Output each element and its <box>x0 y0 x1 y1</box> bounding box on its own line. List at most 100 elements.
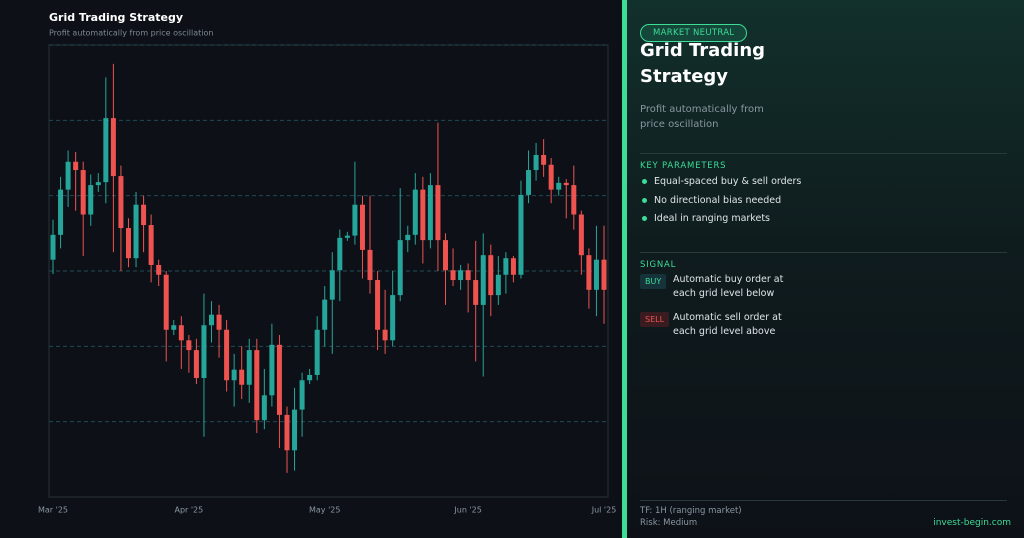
divider <box>640 500 1007 501</box>
candle-body <box>148 225 154 265</box>
signal-text: Automatic sell order at each grid level … <box>673 312 782 337</box>
divider <box>640 252 1007 253</box>
footer-text: Risk: Medium <box>640 518 698 528</box>
footer-text: TF: 1H (ranging market) <box>640 506 742 516</box>
candle-body <box>329 270 335 300</box>
chart: Grid Trading Strategy Profit automatical… <box>38 11 617 515</box>
candle-body <box>276 344 282 415</box>
param-text: Equal-spaced buy & sell orders <box>654 176 802 187</box>
candle-body <box>367 249 373 281</box>
candle-body <box>571 185 577 215</box>
candle-body <box>465 270 471 281</box>
candle-body <box>110 118 116 177</box>
candle-body <box>427 185 433 241</box>
candle-body <box>375 280 381 330</box>
candle-body <box>201 325 207 378</box>
x-tick-label: Apr '25 <box>174 506 203 515</box>
panel-subtitle: Profit automatically from price oscillat… <box>640 104 764 130</box>
candle-body <box>556 182 562 190</box>
candle-body <box>216 314 222 330</box>
candle-body <box>586 255 592 290</box>
sell-tag: SELL <box>640 312 670 327</box>
candle-body <box>239 369 245 385</box>
candle-body <box>495 274 501 296</box>
buy-tag: BUY <box>640 274 667 289</box>
candle-body <box>88 185 94 215</box>
candle-body <box>518 194 524 275</box>
x-tick-label: May '25 <box>309 506 340 515</box>
candle-body <box>171 325 177 330</box>
candle-body <box>473 280 479 305</box>
param-text: No directional bias needed <box>654 195 782 206</box>
candle-body <box>125 228 131 259</box>
candle-body <box>58 189 64 235</box>
brand: invest-begin.com <box>933 518 1011 528</box>
candle-body <box>420 189 426 241</box>
candle-body <box>344 235 350 238</box>
x-tick-label: Mar '25 <box>38 506 68 515</box>
candle-body <box>510 258 516 275</box>
signal-text: Automatic buy order at each grid level b… <box>673 274 784 299</box>
section-heading: KEY PARAMETERS <box>640 161 727 171</box>
param: Equal-spaced buy & sell orders <box>642 176 802 187</box>
candle-body <box>435 185 441 241</box>
plot-frame <box>48 44 609 498</box>
accent-bar <box>622 0 627 538</box>
panel-title: Grid Trading Strategy <box>640 40 766 87</box>
candle-body <box>178 325 184 341</box>
candle-body <box>314 329 320 375</box>
divider <box>640 153 1007 154</box>
candle-body <box>103 118 109 183</box>
section-heading: SIGNAL <box>640 260 677 270</box>
candle-body <box>284 414 290 451</box>
side-panel: MARKET NEUTRAL Grid Trading Strategy Pro… <box>627 0 1024 538</box>
candle-body <box>322 299 328 330</box>
candle-body <box>533 154 539 171</box>
candle-body <box>450 270 456 281</box>
candle-body <box>578 214 584 256</box>
candle-body <box>503 258 509 275</box>
candle-body <box>50 234 56 260</box>
candle-body <box>141 204 147 226</box>
candle-body <box>458 270 464 281</box>
candle-body <box>133 204 139 259</box>
candle-body <box>193 350 199 378</box>
candle-body <box>261 395 267 421</box>
candle-body <box>548 164 554 190</box>
candle-body <box>163 274 169 330</box>
candle-body <box>359 204 365 250</box>
x-tick-label: Jun '25 <box>453 506 481 515</box>
param: No directional bias needed <box>642 195 782 206</box>
param: Ideal in ranging markets <box>642 213 770 224</box>
candle-body <box>337 237 343 271</box>
candle-body <box>95 182 101 186</box>
candle-body <box>224 329 230 381</box>
chart-subtitle: Profit automatically from price oscillat… <box>49 29 213 38</box>
candle-body <box>254 350 260 421</box>
badge: MARKET NEUTRAL <box>640 24 748 42</box>
candle-body <box>299 380 305 410</box>
candle-body <box>292 409 298 451</box>
candle-body <box>541 154 547 165</box>
candle-body <box>118 176 124 229</box>
chart-title: Grid Trading Strategy <box>49 11 183 24</box>
candle-body <box>80 170 86 215</box>
candle-body <box>382 329 388 341</box>
candle-body <box>563 182 569 186</box>
candle-body <box>231 369 237 381</box>
candle-body <box>269 344 275 396</box>
candle-body <box>73 161 79 171</box>
candle-body <box>186 340 192 351</box>
x-tick-label: Jul '25 <box>591 506 617 515</box>
candle-body <box>593 259 599 290</box>
candle-body <box>156 264 162 275</box>
candle-body <box>307 374 313 381</box>
candle-body <box>246 350 252 385</box>
candle-body <box>209 314 215 326</box>
candle-body <box>397 240 403 296</box>
candle-body <box>390 295 396 341</box>
candle-body <box>442 240 448 271</box>
param-text: Ideal in ranging markets <box>654 213 770 224</box>
candle-body <box>65 161 71 190</box>
